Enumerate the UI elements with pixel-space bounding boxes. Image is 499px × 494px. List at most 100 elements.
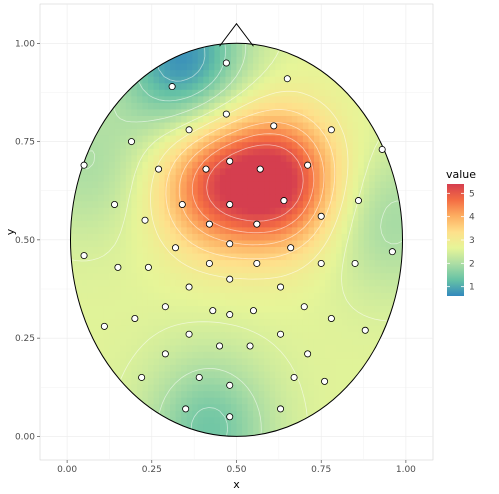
field-cell bbox=[308, 82, 315, 90]
field-cell bbox=[125, 364, 132, 372]
field-cell bbox=[325, 252, 332, 261]
field-cell bbox=[280, 233, 287, 241]
field-cell bbox=[131, 95, 138, 103]
field-cell bbox=[219, 252, 227, 261]
field-cell bbox=[170, 305, 177, 313]
field-cell bbox=[159, 272, 166, 280]
field-cell bbox=[192, 259, 199, 267]
field-cell bbox=[142, 325, 149, 333]
field-cell bbox=[136, 207, 144, 215]
field-cell bbox=[253, 429, 260, 437]
field-cell bbox=[330, 272, 337, 280]
field-cell bbox=[363, 292, 370, 300]
field-cell bbox=[136, 108, 144, 116]
field-cell bbox=[258, 259, 265, 267]
field-cell bbox=[302, 377, 310, 385]
field-cell bbox=[192, 292, 199, 300]
field-cell bbox=[242, 384, 249, 392]
field-cell bbox=[192, 252, 199, 261]
field-cell bbox=[336, 325, 343, 333]
field-cell bbox=[286, 220, 293, 228]
field-cell bbox=[242, 226, 249, 234]
field-cell bbox=[181, 128, 188, 136]
field-cell bbox=[291, 187, 298, 195]
field-cell bbox=[120, 279, 127, 287]
field-cell bbox=[242, 357, 249, 365]
field-cell bbox=[280, 357, 287, 365]
field-cell bbox=[197, 213, 204, 221]
field-cell bbox=[242, 213, 249, 221]
field-cell bbox=[120, 102, 127, 110]
field-cell bbox=[330, 377, 337, 385]
field-cell bbox=[269, 370, 276, 379]
field-cell bbox=[291, 416, 298, 424]
field-cell bbox=[197, 344, 204, 352]
field-cell bbox=[114, 370, 121, 379]
field-cell bbox=[258, 429, 265, 437]
field-cell bbox=[258, 226, 265, 234]
field-cell bbox=[114, 148, 121, 156]
field-cell bbox=[203, 266, 210, 274]
field-cell bbox=[341, 226, 348, 234]
field-cell bbox=[236, 95, 243, 103]
field-cell bbox=[330, 141, 337, 149]
field-cell bbox=[186, 351, 193, 359]
field-cell bbox=[302, 213, 310, 221]
field-cell bbox=[247, 325, 254, 333]
field-cell bbox=[302, 338, 310, 346]
field-cell bbox=[153, 141, 160, 149]
field-cell bbox=[208, 148, 215, 156]
field-cell bbox=[109, 141, 116, 149]
field-cell bbox=[380, 311, 387, 320]
field-cell bbox=[358, 167, 365, 175]
field-cell bbox=[336, 180, 343, 189]
field-cell bbox=[159, 279, 166, 287]
field-cell bbox=[92, 259, 99, 267]
field-cell bbox=[236, 128, 243, 136]
field-cell bbox=[352, 161, 359, 169]
field-cell bbox=[275, 49, 282, 58]
field-cell bbox=[131, 200, 138, 208]
field-cell bbox=[242, 344, 249, 352]
field-cell bbox=[385, 246, 393, 254]
field-cell bbox=[358, 154, 365, 162]
field-cell bbox=[219, 423, 227, 431]
field-cell bbox=[208, 331, 215, 339]
field-cell bbox=[208, 370, 215, 379]
field-cell bbox=[269, 298, 276, 306]
field-cell bbox=[286, 252, 293, 261]
field-cell bbox=[247, 252, 254, 261]
field-cell bbox=[242, 298, 249, 306]
field-cell bbox=[369, 207, 376, 215]
field-cell bbox=[258, 82, 265, 90]
field-cell bbox=[275, 174, 282, 182]
field-cell bbox=[170, 351, 177, 359]
field-cell bbox=[341, 384, 348, 392]
field-cell bbox=[159, 180, 166, 189]
field-cell bbox=[142, 174, 149, 182]
field-cell bbox=[358, 266, 365, 274]
field-cell bbox=[131, 364, 138, 372]
field-cell bbox=[291, 102, 298, 110]
field-cell bbox=[225, 357, 232, 365]
field-cell bbox=[214, 377, 221, 385]
field-cell bbox=[125, 305, 132, 313]
field-cell bbox=[192, 384, 199, 392]
field-cell bbox=[230, 246, 238, 254]
field-cell bbox=[269, 351, 276, 359]
field-cell bbox=[385, 220, 393, 228]
field-cell bbox=[192, 76, 199, 84]
field-cell bbox=[236, 200, 243, 208]
field-cell bbox=[186, 135, 193, 143]
field-cell bbox=[181, 331, 188, 339]
field-cell bbox=[114, 207, 121, 215]
field-cell bbox=[219, 154, 227, 162]
field-cell bbox=[214, 213, 221, 221]
field-cell bbox=[308, 397, 315, 405]
field-cell bbox=[308, 259, 315, 267]
field-cell bbox=[142, 200, 149, 208]
field-cell bbox=[341, 167, 348, 175]
field-cell bbox=[181, 397, 188, 405]
field-cell bbox=[236, 370, 243, 379]
field-cell bbox=[341, 102, 348, 110]
